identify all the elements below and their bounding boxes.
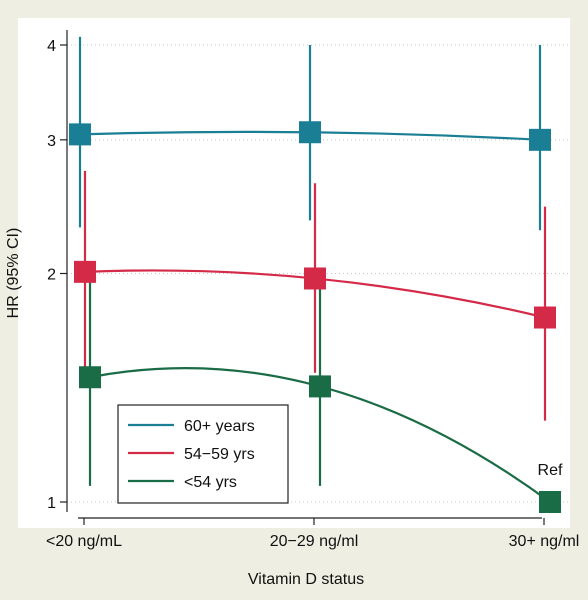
y-tick-label: 4	[47, 38, 56, 55]
data-point	[74, 260, 96, 283]
axes	[60, 30, 545, 525]
x-axis-title: Vitamin D status	[248, 571, 364, 588]
plot-background	[18, 18, 570, 528]
x-tick-label: <20 ng/mL	[46, 533, 122, 550]
y-tick-label: 1	[47, 495, 56, 512]
x-tick-label: 20−29 ng/ml	[270, 533, 359, 550]
data-point	[309, 375, 331, 398]
y-tick-label: 3	[47, 133, 56, 150]
legend-label: 60+ years	[184, 418, 255, 435]
tick-labels: 1 2 3 4 <20 ng/mL 20−29 ng/ml 30+ ng/ml	[46, 38, 579, 550]
data-point	[304, 267, 326, 290]
data-point	[299, 121, 321, 144]
data-point	[534, 306, 556, 329]
ref-annotation: Ref	[538, 462, 563, 479]
data-point	[539, 491, 561, 513]
y-tick-label: 2	[47, 267, 56, 284]
legend-label: <54 yrs	[184, 474, 237, 491]
legend: 60+ years 54−59 yrs <54 yrs	[117, 404, 289, 504]
data-point	[529, 128, 551, 151]
annotations: Ref	[538, 462, 563, 479]
x-tick-label: 30+ ng/ml	[509, 533, 580, 550]
data-point	[79, 366, 101, 389]
legend-label: 54−59 yrs	[184, 446, 255, 463]
y-axis-title: HR (95% CI)	[5, 228, 22, 319]
data-point	[69, 123, 91, 146]
data-points	[69, 121, 561, 513]
